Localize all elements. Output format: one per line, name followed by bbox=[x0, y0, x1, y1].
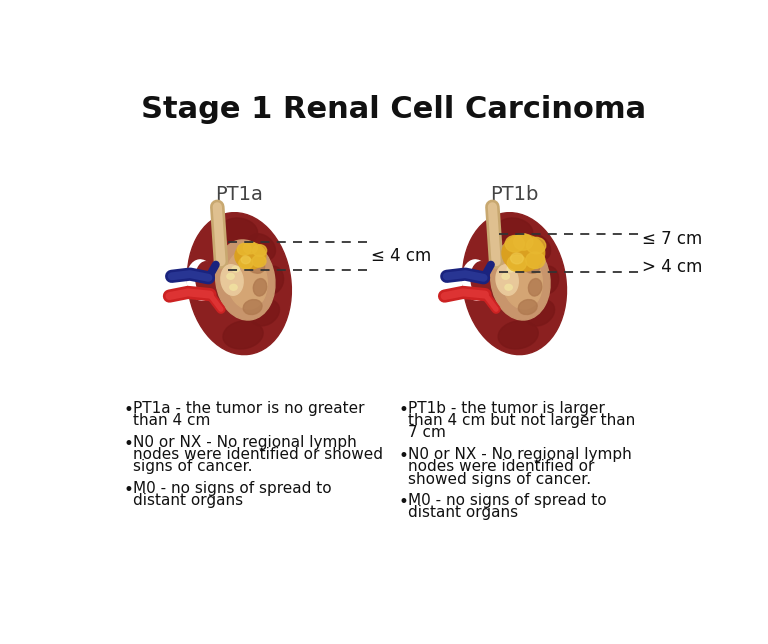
Ellipse shape bbox=[253, 279, 266, 296]
Text: •: • bbox=[123, 481, 133, 498]
Ellipse shape bbox=[462, 260, 490, 300]
Text: showed signs of cancer.: showed signs of cancer. bbox=[409, 471, 591, 486]
Ellipse shape bbox=[237, 246, 254, 260]
Ellipse shape bbox=[496, 265, 518, 295]
Text: •: • bbox=[123, 435, 133, 453]
Text: 7 cm: 7 cm bbox=[409, 425, 446, 440]
Ellipse shape bbox=[223, 321, 263, 349]
Text: M0 - no signs of spread to: M0 - no signs of spread to bbox=[133, 481, 332, 496]
Text: nodes were identified or showed: nodes were identified or showed bbox=[133, 447, 383, 462]
Text: distant organs: distant organs bbox=[409, 506, 518, 520]
Text: •: • bbox=[123, 401, 133, 419]
Ellipse shape bbox=[527, 238, 546, 254]
Ellipse shape bbox=[187, 260, 215, 300]
Ellipse shape bbox=[471, 261, 493, 298]
Ellipse shape bbox=[537, 266, 559, 294]
Ellipse shape bbox=[502, 234, 545, 271]
Ellipse shape bbox=[235, 243, 266, 269]
Ellipse shape bbox=[230, 285, 237, 290]
Text: •: • bbox=[399, 493, 408, 511]
Ellipse shape bbox=[243, 299, 262, 314]
Ellipse shape bbox=[247, 234, 276, 260]
Ellipse shape bbox=[216, 240, 275, 320]
Ellipse shape bbox=[251, 300, 280, 326]
Text: than 4 cm but not larger than: than 4 cm but not larger than bbox=[409, 413, 636, 428]
Ellipse shape bbox=[505, 285, 512, 290]
Ellipse shape bbox=[514, 234, 533, 250]
Ellipse shape bbox=[252, 255, 266, 267]
Text: distant organs: distant organs bbox=[133, 493, 243, 508]
Ellipse shape bbox=[237, 243, 251, 255]
Ellipse shape bbox=[511, 246, 529, 260]
Text: signs of cancer.: signs of cancer. bbox=[133, 459, 253, 474]
Text: PT1a - the tumor is no greater: PT1a - the tumor is no greater bbox=[133, 401, 365, 415]
Text: ≤ 7 cm: ≤ 7 cm bbox=[642, 229, 703, 247]
Ellipse shape bbox=[521, 258, 540, 273]
Ellipse shape bbox=[508, 255, 527, 271]
Ellipse shape bbox=[227, 251, 267, 309]
Ellipse shape bbox=[243, 242, 257, 254]
Ellipse shape bbox=[232, 266, 240, 272]
Ellipse shape bbox=[502, 251, 542, 309]
Ellipse shape bbox=[187, 213, 291, 355]
Ellipse shape bbox=[511, 253, 523, 264]
Text: •: • bbox=[399, 447, 408, 465]
Text: N0 or NX - No regional lymph: N0 or NX - No regional lymph bbox=[133, 435, 357, 450]
Text: ≤ 4 cm: ≤ 4 cm bbox=[371, 247, 432, 265]
Ellipse shape bbox=[528, 279, 541, 296]
Ellipse shape bbox=[502, 274, 509, 279]
Ellipse shape bbox=[227, 274, 234, 279]
Text: N0 or NX - No regional lymph: N0 or NX - No regional lymph bbox=[409, 447, 632, 462]
Ellipse shape bbox=[526, 300, 554, 326]
Ellipse shape bbox=[525, 252, 545, 269]
Ellipse shape bbox=[518, 299, 537, 314]
Text: than 4 cm: than 4 cm bbox=[133, 413, 210, 428]
Text: PT1b - the tumor is larger: PT1b - the tumor is larger bbox=[409, 401, 605, 415]
Ellipse shape bbox=[247, 258, 265, 273]
Text: nodes were identified or: nodes were identified or bbox=[409, 459, 594, 474]
Ellipse shape bbox=[491, 240, 550, 320]
Ellipse shape bbox=[196, 261, 218, 298]
Text: M0 - no signs of spread to: M0 - no signs of spread to bbox=[409, 493, 607, 508]
Ellipse shape bbox=[462, 213, 567, 355]
Text: Stage 1 Renal Cell Carcinoma: Stage 1 Renal Cell Carcinoma bbox=[141, 95, 646, 124]
Ellipse shape bbox=[261, 266, 283, 294]
Ellipse shape bbox=[498, 321, 538, 349]
Text: •: • bbox=[399, 401, 408, 419]
Text: PT1b: PT1b bbox=[490, 185, 538, 204]
Ellipse shape bbox=[505, 236, 525, 252]
Text: > 4 cm: > 4 cm bbox=[642, 258, 703, 276]
Ellipse shape bbox=[522, 234, 551, 260]
Ellipse shape bbox=[253, 245, 266, 256]
Ellipse shape bbox=[221, 218, 257, 244]
Ellipse shape bbox=[241, 256, 250, 264]
Ellipse shape bbox=[221, 265, 243, 295]
Text: PT1a: PT1a bbox=[216, 185, 263, 204]
Ellipse shape bbox=[507, 266, 515, 272]
Ellipse shape bbox=[496, 218, 533, 244]
Ellipse shape bbox=[239, 258, 253, 269]
